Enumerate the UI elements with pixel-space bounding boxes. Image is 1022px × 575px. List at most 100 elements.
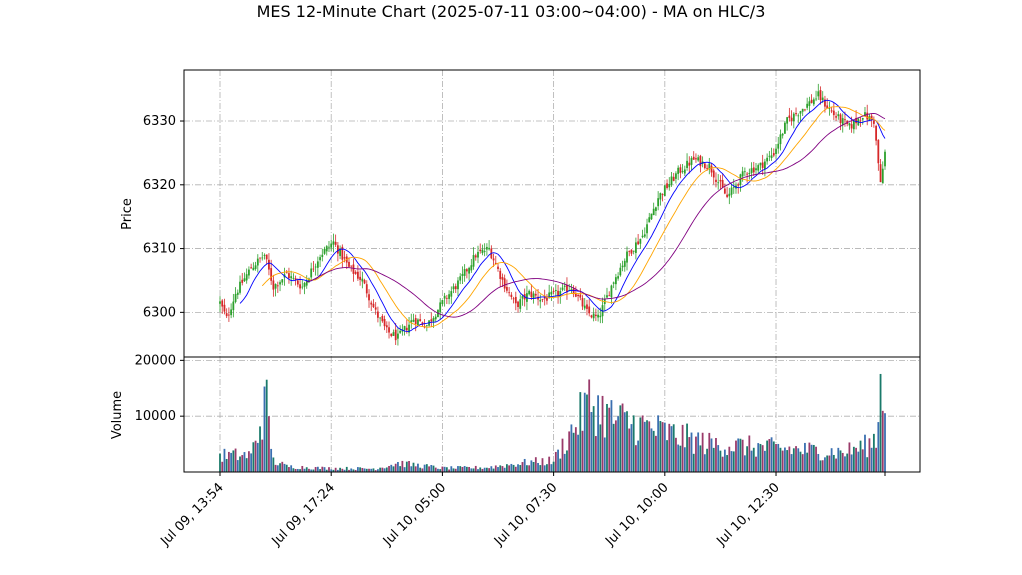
candle-body (348, 261, 350, 267)
candle-body (743, 171, 746, 173)
candle-body (572, 288, 575, 295)
candle-body (483, 251, 486, 253)
ma-mid-line (261, 106, 886, 328)
candle-body (739, 174, 742, 186)
candle-body (850, 124, 853, 129)
volume-bar (265, 379, 268, 472)
volume-bar (626, 411, 628, 472)
candle-body (292, 277, 295, 279)
volume-bar (614, 420, 617, 472)
candle-body (412, 319, 415, 322)
candle-body (730, 187, 733, 195)
volume-bar (861, 449, 864, 472)
candle-body (812, 99, 815, 105)
volume-bar (506, 464, 508, 472)
candle-body (321, 254, 324, 258)
candle-body (543, 297, 546, 299)
candle-body (832, 110, 835, 116)
candle-body (623, 260, 626, 267)
candle-body (699, 155, 702, 167)
candle-body (759, 162, 762, 166)
volume-bar (256, 442, 259, 472)
volume-bar (445, 467, 448, 472)
candle-body (459, 276, 462, 281)
volume-bar (810, 444, 813, 472)
volume-bar (245, 458, 248, 472)
volume-bar (419, 467, 422, 472)
volume-bar (359, 467, 362, 472)
candle-body (723, 188, 726, 194)
candle-body (755, 168, 757, 171)
volume-bar (279, 463, 281, 472)
volume-bar (639, 417, 642, 472)
volume-bar (397, 462, 399, 472)
volume-bar (325, 469, 328, 472)
volume-bar (392, 466, 395, 472)
candle-body (612, 282, 615, 284)
candle-body (881, 168, 884, 184)
ma-slow-line (306, 113, 886, 318)
candle-body (768, 155, 771, 157)
candle-body (443, 295, 446, 299)
candle-body (265, 254, 268, 260)
volume-bar (784, 447, 786, 472)
volume-bar (526, 465, 528, 472)
candle-body (485, 246, 488, 250)
candle-body (859, 120, 862, 122)
volume-bar (817, 453, 820, 472)
volume-bar (230, 452, 233, 472)
candle-body (243, 278, 246, 282)
volume-bar (877, 422, 880, 472)
candle-body (263, 255, 266, 256)
volume-bar (617, 416, 620, 472)
volume-bar (688, 437, 691, 472)
volume-bar (801, 454, 804, 472)
x-tick-label: Jul 10, 05:00 (380, 480, 449, 549)
volume-bar (270, 448, 273, 472)
candle-body (227, 314, 230, 316)
candle-body (394, 329, 397, 341)
candle-body (692, 156, 695, 160)
axes: 6300 6310 6320 6330 10000 20000 Jul 09, 13:54 J… (135, 114, 886, 550)
volume-bar (572, 432, 575, 472)
volume-bar (612, 423, 615, 472)
volume-bar (799, 451, 802, 472)
volume-bar (394, 463, 397, 472)
candle-body (608, 295, 611, 297)
candle-body (875, 125, 878, 141)
volume-bar (497, 467, 499, 472)
grid-lines (184, 70, 920, 472)
volume-bar (695, 436, 697, 472)
volume-bar (281, 461, 284, 472)
candle-body (666, 183, 668, 189)
candle-body (417, 319, 419, 326)
volume-bar (345, 466, 348, 472)
candle-body (717, 182, 720, 184)
volume-bar (283, 463, 286, 472)
volume-bar (759, 443, 762, 472)
volume-bar (832, 454, 835, 472)
volume-bar (868, 438, 871, 472)
volume-bar (561, 438, 564, 472)
candle-body (288, 273, 290, 279)
candle-body (299, 284, 301, 289)
volume-bar (301, 465, 304, 472)
volume-bar (563, 453, 566, 472)
candle-body (841, 118, 844, 126)
candle-body (256, 258, 259, 266)
candle-body (510, 294, 513, 297)
volume-bar (483, 467, 486, 472)
price-axis-label: Price (120, 198, 135, 230)
volume-bar (881, 410, 884, 472)
volume-bar (668, 423, 671, 472)
candle-body (379, 317, 382, 319)
volume-bar (274, 464, 277, 472)
volume-bar (788, 446, 791, 472)
candle-body (457, 280, 459, 290)
candle-body (690, 158, 693, 165)
volume-bar (610, 400, 613, 472)
volume-bar (594, 436, 597, 472)
volume-bar (479, 467, 482, 472)
candle-body (399, 330, 402, 333)
candle-body (770, 155, 773, 159)
